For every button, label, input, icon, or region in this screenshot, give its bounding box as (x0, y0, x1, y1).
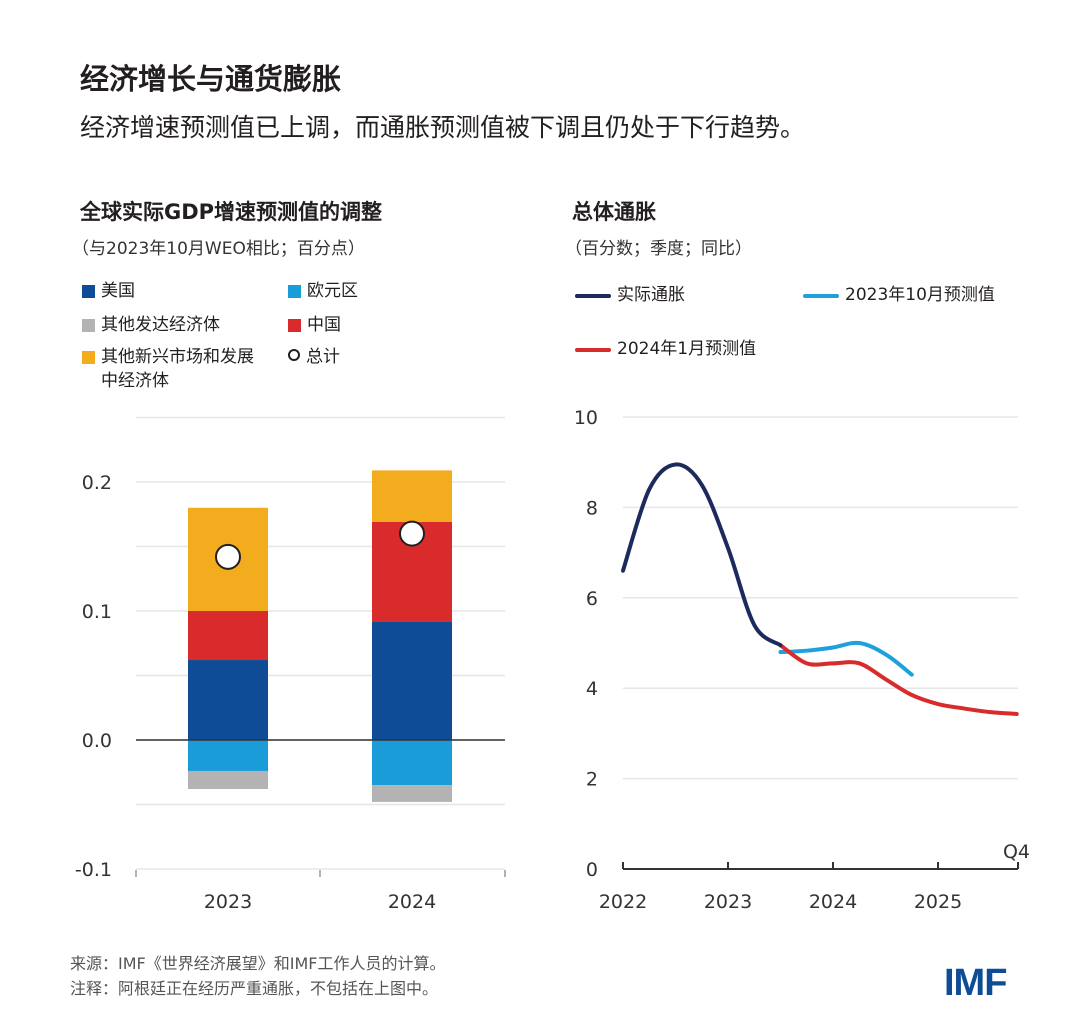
page-title: 经济增长与通货膨胀 (80, 62, 342, 96)
x-end-label: Q4 (1003, 841, 1030, 863)
legend-line (575, 348, 611, 352)
x-tick-label: 2022 (599, 891, 647, 913)
y-tick-label: 4 (586, 678, 598, 700)
x-tick-label: 2023 (204, 891, 252, 913)
legend-label: 其他发达经济体 (101, 315, 220, 335)
legend-item-oct-forecast: 2023年10月预测值 (803, 283, 995, 307)
legend-swatch (82, 351, 95, 364)
inflation-chart-subtitle: （百分数；季度；同比） (565, 239, 752, 259)
bar-segment (372, 621, 452, 740)
x-tick-label: 2024 (388, 891, 436, 913)
series-line (621, 462, 783, 648)
page-subtitle: 经济增速预测值已上调，而通胀预测值被下调且仍处于下行趋势。 (80, 113, 806, 142)
y-tick-label: 10 (574, 407, 598, 429)
legend-item-euro: 欧元区 (288, 279, 358, 303)
legend-item-jan-forecast: 2024年1月预测值 (575, 337, 756, 361)
total-marker (399, 520, 425, 547)
bar-segment (188, 611, 268, 661)
imf-logo: IMF (944, 962, 1007, 1004)
x-tick-label: 2023 (704, 891, 752, 913)
gdp-chart-subtitle: （与2023年10月WEO相比；百分点） (72, 239, 365, 259)
x-tick-label: 2025 (914, 891, 962, 913)
legend-label: 欧元区 (307, 281, 358, 301)
series-line (778, 640, 914, 677)
y-tick-label: 6 (586, 588, 598, 610)
x-tick-label: 2024 (809, 891, 857, 913)
bar-segment (188, 740, 268, 771)
legend-label: 美国 (101, 281, 135, 301)
y-tick-label: 8 (586, 497, 598, 519)
legend-item-other-advanced: 其他发达经济体 (82, 313, 220, 337)
legend-label: 2024年1月预测值 (617, 339, 757, 359)
bar-segment (372, 740, 452, 786)
series-line (778, 643, 1019, 716)
legend-swatch (288, 319, 301, 332)
legend-line (803, 294, 839, 298)
legend-swatch (82, 285, 95, 298)
y-tick-label: 0.2 (82, 472, 112, 494)
legend-item-us: 美国 (82, 279, 135, 303)
y-tick-label: 0.0 (82, 730, 112, 752)
bar-segment (188, 770, 268, 790)
y-tick-label: -0.1 (75, 859, 112, 881)
total-marker (215, 543, 241, 570)
legend-item-emde: 其他新兴市场和发展中经济体 (82, 345, 256, 393)
legend-item-china: 中国 (288, 313, 341, 337)
legend-swatch (82, 319, 95, 332)
legend-item-actual: 实际通胀 (575, 283, 685, 307)
legend-label: 2023年10月预测值 (845, 285, 995, 305)
legend-label: 其他新兴市场和发展中经济体 (101, 347, 254, 391)
legend-circle-icon (288, 349, 300, 361)
legend-swatch (288, 285, 301, 298)
y-tick-label: 0.1 (82, 601, 112, 623)
y-tick-label: 0 (586, 859, 598, 881)
bar-segment (188, 660, 268, 740)
legend-label: 实际通胀 (617, 285, 685, 305)
y-tick-label: 2 (586, 769, 598, 791)
legend-label: 总计 (306, 347, 340, 367)
legend-label: 中国 (307, 315, 341, 335)
bar-segment (372, 470, 452, 522)
legend-line (575, 294, 611, 298)
source-note: 来源：IMF《世界经济展望》和IMF工作人员的计算。 (70, 954, 446, 973)
legend-item-total: 总计 (288, 345, 340, 369)
footnote: 注释：阿根廷正在经历严重通胀，不包括在上图中。 (70, 979, 439, 998)
bar-segment (372, 785, 452, 802)
inflation-chart-title: 总体通胀 (572, 200, 656, 224)
gdp-chart-title: 全球实际GDP增速预测值的调整 (80, 200, 383, 224)
